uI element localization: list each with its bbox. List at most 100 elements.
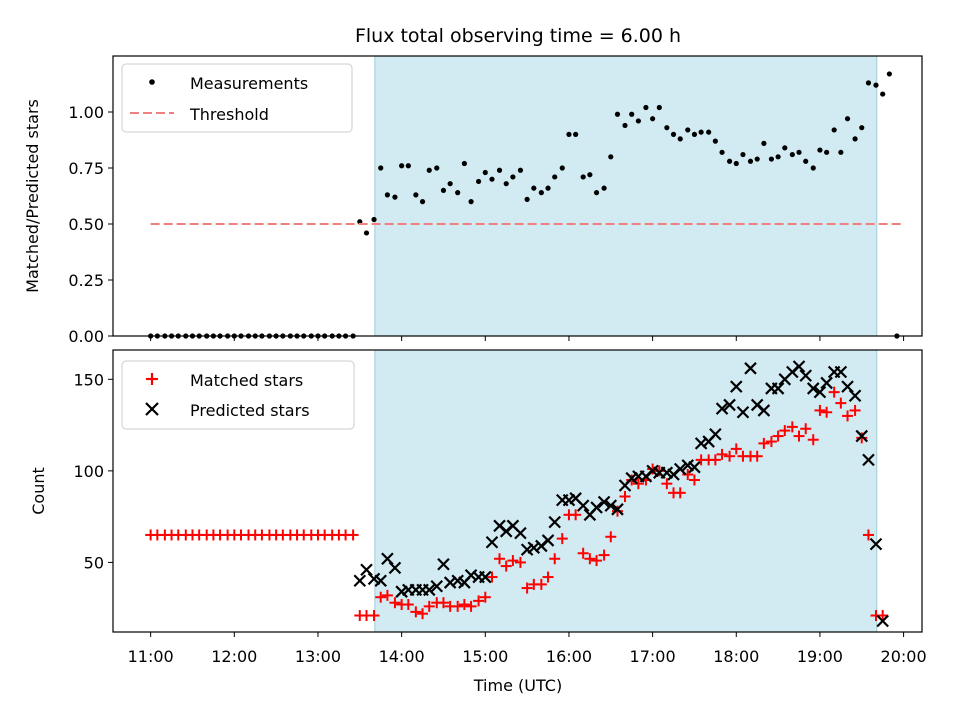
matched-stars-point <box>591 555 603 567</box>
measurement-point <box>371 216 377 223</box>
measurement-point <box>392 194 398 200</box>
measurement-point <box>719 149 725 155</box>
measurement-point <box>510 174 516 180</box>
legend-threshold-label: Threshold <box>189 105 269 124</box>
matched-stars-point <box>549 553 561 565</box>
x-axis-label: Time (UTC) <box>473 676 562 695</box>
bot-y-tick-label: 50 <box>84 553 104 572</box>
measurement-point <box>635 118 641 124</box>
series-predicted-stars <box>353 360 889 628</box>
matched-stars-point <box>751 450 763 462</box>
predicted-stars-point <box>576 499 590 512</box>
matched-stars-point <box>521 582 533 594</box>
measurement-point <box>873 82 879 88</box>
top-y-tick-label: 0.25 <box>68 271 104 290</box>
matched-stars-point <box>479 591 491 603</box>
predicted-stars-point <box>374 574 387 588</box>
matched-stars-point <box>779 425 791 437</box>
measurement-point <box>664 125 670 131</box>
predicted-stars-point <box>771 382 785 395</box>
x-tick-label: 18:00 <box>713 647 759 666</box>
measurement-point <box>706 129 712 135</box>
measurement-point <box>852 136 858 142</box>
measurement-point <box>413 192 419 198</box>
legend-predicted-stars-label: Predicted stars <box>190 401 310 420</box>
measurement-point <box>796 149 802 155</box>
matched-stars-point <box>856 432 868 444</box>
bottom-series-layer <box>145 360 889 628</box>
x-tick-label: 13:00 <box>295 647 341 666</box>
top-panel: 0.00 0.25 0.50 0.75 1.00 Matched/Predicted s… <box>23 55 923 346</box>
series-matched-stars <box>145 386 889 622</box>
bot-y-tick-label: 150 <box>73 370 104 389</box>
matched-stars-point <box>653 465 665 477</box>
measurement-point <box>447 181 453 187</box>
measurement-point <box>803 158 809 164</box>
predicted-stars-point <box>694 437 708 450</box>
measurement-point <box>455 190 461 196</box>
predicted-stars-point <box>590 501 603 514</box>
predicted-stars-point <box>430 579 444 593</box>
measurement-point <box>844 116 851 122</box>
matched-stars-point <box>877 610 889 622</box>
measurement-point <box>880 91 886 97</box>
measurement-point <box>608 154 614 160</box>
predicted-stars-point <box>479 570 492 584</box>
predicted-stars-point <box>757 404 771 417</box>
x-tick-label: 17:00 <box>630 647 676 666</box>
matched-stars-point <box>381 589 393 601</box>
measurement-point <box>552 174 558 180</box>
measurement-point <box>524 196 530 202</box>
matched-stars-point <box>682 469 694 481</box>
matched-stars-point <box>730 443 742 455</box>
matched-stars-point <box>402 599 414 611</box>
measurement-point <box>545 185 551 191</box>
measurement-point <box>643 104 649 111</box>
top-x-ticks <box>150 336 905 341</box>
measurement-point <box>670 131 677 137</box>
predicted-stars-point <box>353 574 367 588</box>
matched-stars-point <box>724 450 736 462</box>
measurement-point <box>440 187 447 193</box>
matched-stars-point <box>410 606 422 618</box>
predicted-stars-point <box>548 515 562 529</box>
bottom-plot-frame <box>112 349 923 633</box>
measurement-point <box>378 165 384 171</box>
matched-stars-point <box>800 423 812 435</box>
x-tick-label: 15:00 <box>462 647 508 666</box>
matched-stars-point <box>375 591 387 603</box>
matched-stars-point <box>674 487 686 499</box>
matched-stars-point <box>458 599 470 611</box>
measurement-point <box>503 181 509 187</box>
matched-stars-point <box>661 478 673 490</box>
top-y-tick-label: 0.00 <box>68 327 104 346</box>
predicted-stars-point <box>688 460 701 474</box>
measurement-point <box>677 136 683 142</box>
matched-stars-point <box>793 430 805 442</box>
matched-stars-point <box>709 454 721 466</box>
predicted-stars-point <box>709 427 722 441</box>
measurement-point <box>824 149 830 155</box>
measurement-point <box>434 165 440 171</box>
measurement-point <box>831 127 837 133</box>
matched-stars-point <box>828 386 840 398</box>
legend-measurements-label: Measurements <box>190 74 308 93</box>
measurement-point <box>461 160 467 167</box>
predicted-stars-point <box>820 376 833 390</box>
predicted-stars-point <box>611 503 624 516</box>
matched-stars-point <box>632 478 644 490</box>
matched-stars-point <box>772 430 784 442</box>
measurement-point <box>538 190 544 196</box>
measurement-point <box>468 199 474 205</box>
top-legend: Measurements Threshold <box>121 63 353 133</box>
predicted-stars-point <box>792 360 806 373</box>
top-y-tick-label: 0.75 <box>68 159 104 178</box>
chart-title: Flux total observing time = 6.00 h <box>355 25 681 47</box>
matched-stars-point <box>473 595 485 607</box>
predicted-stars-point <box>388 561 402 575</box>
matched-stars-point <box>452 600 464 612</box>
x-tick-label: 19:00 <box>797 647 843 666</box>
measurement-point <box>650 116 656 122</box>
measurement-point <box>559 165 565 171</box>
